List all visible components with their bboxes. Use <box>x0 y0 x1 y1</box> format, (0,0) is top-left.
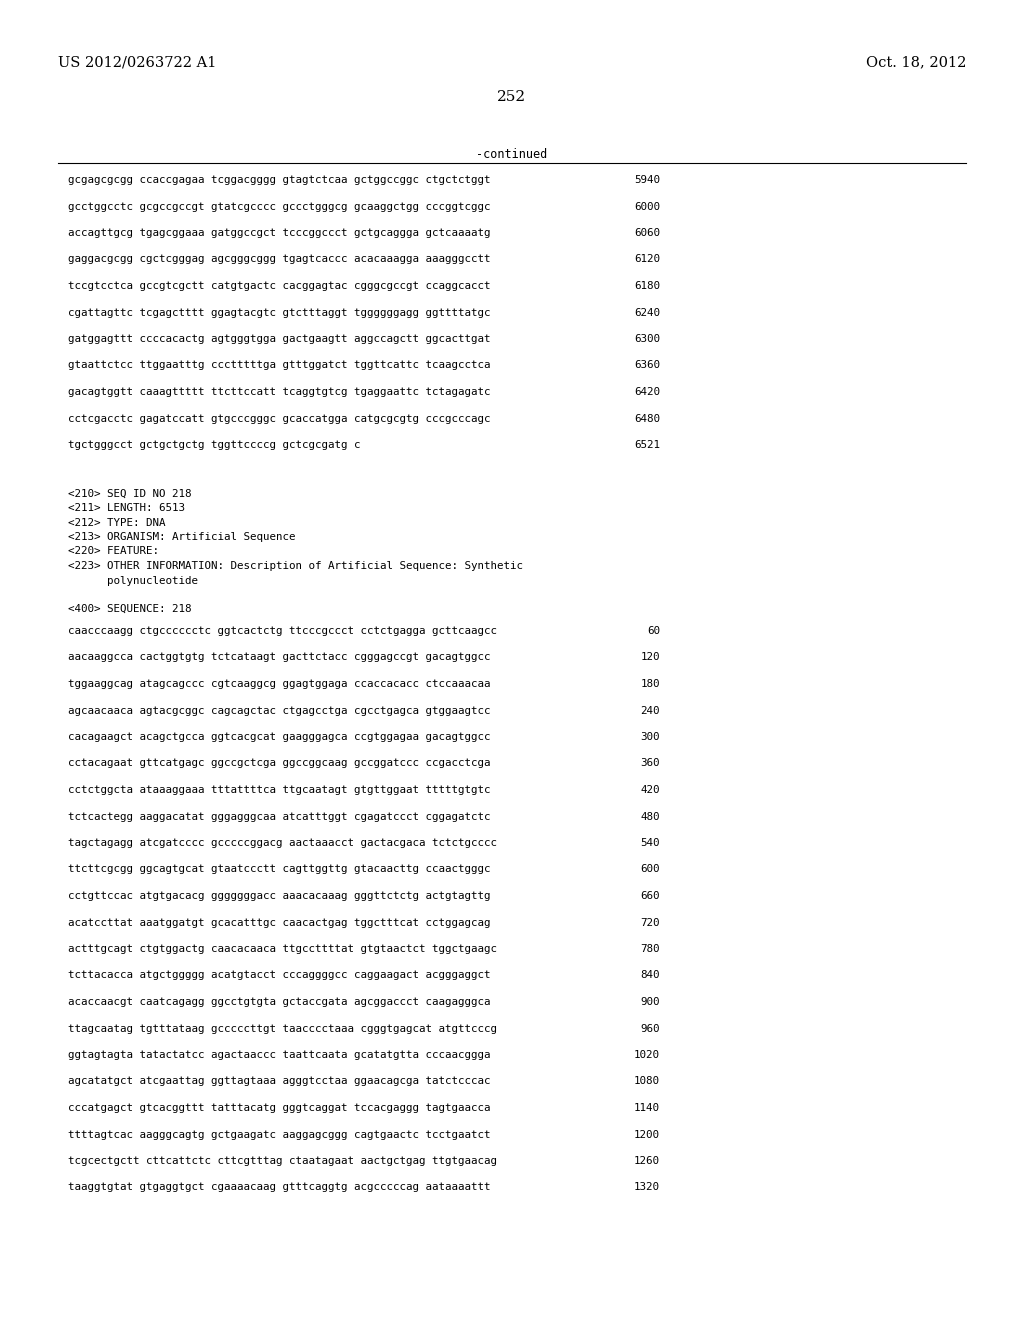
Text: 1140: 1140 <box>634 1104 660 1113</box>
Text: gcctggcctc gcgccgccgt gtatcgcccc gccctgggcg gcaaggctgg cccggtcggc: gcctggcctc gcgccgccgt gtatcgcccc gccctgg… <box>68 202 490 211</box>
Text: 60: 60 <box>647 626 660 636</box>
Text: 6120: 6120 <box>634 255 660 264</box>
Text: 180: 180 <box>640 678 660 689</box>
Text: tcttacacca atgctggggg acatgtacct cccaggggcc caggaagact acgggaggct: tcttacacca atgctggggg acatgtacct cccaggg… <box>68 970 490 981</box>
Text: 5940: 5940 <box>634 176 660 185</box>
Text: 1080: 1080 <box>634 1077 660 1086</box>
Text: cacagaagct acagctgcca ggtcacgcat gaagggagca ccgtggagaa gacagtggcc: cacagaagct acagctgcca ggtcacgcat gaaggga… <box>68 733 490 742</box>
Text: polynucleotide: polynucleotide <box>68 576 198 586</box>
Text: 6300: 6300 <box>634 334 660 345</box>
Text: cctgttccac atgtgacacg gggggggacc aaacacaaag gggttctctg actgtagttg: cctgttccac atgtgacacg gggggggacc aaacaca… <box>68 891 490 902</box>
Text: gtaattctcc ttggaatttg ccctttttga gtttggatct tggttcattc tcaagcctca: gtaattctcc ttggaatttg ccctttttga gtttgga… <box>68 360 490 371</box>
Text: tggaaggcag atagcagccc cgtcaaggcg ggagtggaga ccaccacacc ctccaaacaa: tggaaggcag atagcagccc cgtcaaggcg ggagtgg… <box>68 678 490 689</box>
Text: -continued: -continued <box>476 148 548 161</box>
Text: gcgagcgcgg ccaccgagaa tcggacgggg gtagtctcaa gctggccggc ctgctctggt: gcgagcgcgg ccaccgagaa tcggacgggg gtagtct… <box>68 176 490 185</box>
Text: 660: 660 <box>640 891 660 902</box>
Text: 780: 780 <box>640 944 660 954</box>
Text: <212> TYPE: DNA: <212> TYPE: DNA <box>68 517 166 528</box>
Text: cgattagttc tcgagctttt ggagtacgtc gtctttaggt tggggggagg ggttttatgc: cgattagttc tcgagctttt ggagtacgtc gtcttta… <box>68 308 490 318</box>
Text: tctcactegg aaggacatat gggagggcaa atcatttggt cgagatccct cggagatctc: tctcactegg aaggacatat gggagggcaa atcattt… <box>68 812 490 821</box>
Text: 6521: 6521 <box>634 440 660 450</box>
Text: gaggacgcgg cgctcgggag agcgggcggg tgagtcaccc acacaaagga aaagggcctt: gaggacgcgg cgctcgggag agcgggcggg tgagtca… <box>68 255 490 264</box>
Text: acaccaacgt caatcagagg ggcctgtgta gctaccgata agcggaccct caagagggca: acaccaacgt caatcagagg ggcctgtgta gctaccg… <box>68 997 490 1007</box>
Text: agcaacaaca agtacgcggc cagcagctac ctgagcctga cgcctgagca gtggaagtcc: agcaacaaca agtacgcggc cagcagctac ctgagcc… <box>68 705 490 715</box>
Text: 1020: 1020 <box>634 1049 660 1060</box>
Text: 120: 120 <box>640 652 660 663</box>
Text: <210> SEQ ID NO 218: <210> SEQ ID NO 218 <box>68 488 191 499</box>
Text: 6360: 6360 <box>634 360 660 371</box>
Text: 240: 240 <box>640 705 660 715</box>
Text: cctctggcta ataaaggaaa tttattttca ttgcaatagt gtgttggaat tttttgtgtc: cctctggcta ataaaggaaa tttattttca ttgcaat… <box>68 785 490 795</box>
Text: ttagcaatag tgtttataag gcccccttgt taacccctaaa cgggtgagcat atgttcccg: ttagcaatag tgtttataag gcccccttgt taacccc… <box>68 1023 497 1034</box>
Text: 540: 540 <box>640 838 660 847</box>
Text: cctacagaat gttcatgagc ggccgctcga ggccggcaag gccggatccc ccgacctcga: cctacagaat gttcatgagc ggccgctcga ggccggc… <box>68 759 490 768</box>
Text: 6240: 6240 <box>634 308 660 318</box>
Text: cctcgacctc gagatccatt gtgcccgggc gcaccatgga catgcgcgtg cccgcccagc: cctcgacctc gagatccatt gtgcccgggc gcaccat… <box>68 413 490 424</box>
Text: 600: 600 <box>640 865 660 874</box>
Text: tagctagagg atcgatcccc gcccccggacg aactaaacct gactacgaca tctctgcccc: tagctagagg atcgatcccc gcccccggacg aactaa… <box>68 838 497 847</box>
Text: gacagtggtt caaagttttt ttcttccatt tcaggtgtcg tgaggaattc tctagagatc: gacagtggtt caaagttttt ttcttccatt tcaggtg… <box>68 387 490 397</box>
Text: cccatgagct gtcacggttt tatttacatg gggtcaggat tccacgaggg tagtgaacca: cccatgagct gtcacggttt tatttacatg gggtcag… <box>68 1104 490 1113</box>
Text: 6060: 6060 <box>634 228 660 238</box>
Text: 420: 420 <box>640 785 660 795</box>
Text: <220> FEATURE:: <220> FEATURE: <box>68 546 159 557</box>
Text: acatccttat aaatggatgt gcacatttgc caacactgag tggctttcat cctggagcag: acatccttat aaatggatgt gcacatttgc caacact… <box>68 917 490 928</box>
Text: 300: 300 <box>640 733 660 742</box>
Text: gatggagttt ccccacactg agtgggtgga gactgaagtt aggccagctt ggcacttgat: gatggagttt ccccacactg agtgggtgga gactgaa… <box>68 334 490 345</box>
Text: tccgtcctca gccgtcgctt catgtgactc cacggagtac cgggcgccgt ccaggcacct: tccgtcctca gccgtcgctt catgtgactc cacggag… <box>68 281 490 290</box>
Text: <223> OTHER INFORMATION: Description of Artificial Sequence: Synthetic: <223> OTHER INFORMATION: Description of … <box>68 561 523 572</box>
Text: 900: 900 <box>640 997 660 1007</box>
Text: 6000: 6000 <box>634 202 660 211</box>
Text: <400> SEQUENCE: 218: <400> SEQUENCE: 218 <box>68 605 191 614</box>
Text: taaggtgtat gtgaggtgct cgaaaacaag gtttcaggtg acgcccccag aataaaattt: taaggtgtat gtgaggtgct cgaaaacaag gtttcag… <box>68 1183 490 1192</box>
Text: 1200: 1200 <box>634 1130 660 1139</box>
Text: 6480: 6480 <box>634 413 660 424</box>
Text: 480: 480 <box>640 812 660 821</box>
Text: accagttgcg tgagcggaaa gatggccgct tcccggccct gctgcaggga gctcaaaatg: accagttgcg tgagcggaaa gatggccgct tcccggc… <box>68 228 490 238</box>
Text: tgctgggcct gctgctgctg tggttccccg gctcgcgatg c: tgctgggcct gctgctgctg tggttccccg gctcgcg… <box>68 440 360 450</box>
Text: ttcttcgcgg ggcagtgcat gtaatccctt cagttggttg gtacaacttg ccaactgggc: ttcttcgcgg ggcagtgcat gtaatccctt cagttgg… <box>68 865 490 874</box>
Text: 1260: 1260 <box>634 1156 660 1166</box>
Text: caacccaagg ctgcccccctc ggtcactctg ttcccgccct cctctgagga gcttcaagcc: caacccaagg ctgcccccctc ggtcactctg ttcccg… <box>68 626 497 636</box>
Text: <213> ORGANISM: Artificial Sequence: <213> ORGANISM: Artificial Sequence <box>68 532 296 543</box>
Text: 6420: 6420 <box>634 387 660 397</box>
Text: 720: 720 <box>640 917 660 928</box>
Text: Oct. 18, 2012: Oct. 18, 2012 <box>865 55 966 69</box>
Text: 252: 252 <box>498 90 526 104</box>
Text: ggtagtagta tatactatcc agactaaccc taattcaata gcatatgtta cccaacggga: ggtagtagta tatactatcc agactaaccc taattca… <box>68 1049 490 1060</box>
Text: tcgcectgctt cttcattctc cttcgtttag ctaatagaat aactgctgag ttgtgaacag: tcgcectgctt cttcattctc cttcgtttag ctaata… <box>68 1156 497 1166</box>
Text: actttgcagt ctgtggactg caacacaaca ttgccttttat gtgtaactct tggctgaagc: actttgcagt ctgtggactg caacacaaca ttgcctt… <box>68 944 497 954</box>
Text: 960: 960 <box>640 1023 660 1034</box>
Text: 6180: 6180 <box>634 281 660 290</box>
Text: <211> LENGTH: 6513: <211> LENGTH: 6513 <box>68 503 185 513</box>
Text: 840: 840 <box>640 970 660 981</box>
Text: US 2012/0263722 A1: US 2012/0263722 A1 <box>58 55 216 69</box>
Text: 360: 360 <box>640 759 660 768</box>
Text: agcatatgct atcgaattag ggttagtaaa agggtcctaa ggaacagcga tatctcccac: agcatatgct atcgaattag ggttagtaaa agggtcc… <box>68 1077 490 1086</box>
Text: 1320: 1320 <box>634 1183 660 1192</box>
Text: aacaaggcca cactggtgtg tctcataagt gacttctacc cgggagccgt gacagtggcc: aacaaggcca cactggtgtg tctcataagt gacttct… <box>68 652 490 663</box>
Text: ttttagtcac aagggcagtg gctgaagatc aaggagcggg cagtgaactc tcctgaatct: ttttagtcac aagggcagtg gctgaagatc aaggagc… <box>68 1130 490 1139</box>
